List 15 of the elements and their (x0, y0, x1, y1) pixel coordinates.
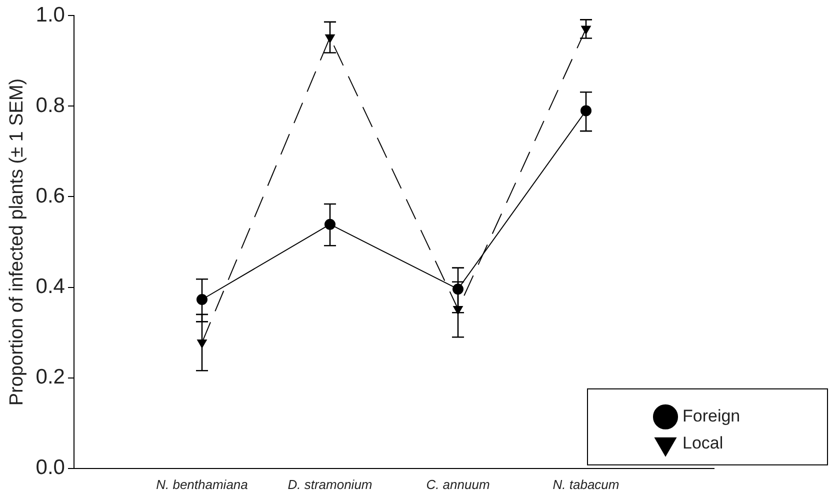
x-tick-label: N. tabacum (552, 476, 620, 492)
y-tick-label: 0.8 (36, 94, 65, 117)
x-tick-label: N. benthamiana (156, 476, 248, 492)
y-axis-title: Proportion of infected plants (± 1 SEM) (6, 78, 28, 406)
x-tick-label: D. stramonium (288, 476, 372, 492)
legend-label: Foreign (682, 406, 740, 426)
y-tick-label: 0.6 (36, 184, 65, 208)
y-tick-label: 0.0 (36, 456, 65, 480)
point (196, 294, 208, 306)
x-tick-label: C. annuum (426, 476, 490, 492)
y-tick-label: 0.2 (36, 366, 65, 389)
point (452, 284, 464, 295)
y-tick-label: 0.4 (36, 275, 66, 298)
legend-label: Local (682, 434, 724, 453)
y-tick-label: 1.0 (36, 3, 65, 26)
